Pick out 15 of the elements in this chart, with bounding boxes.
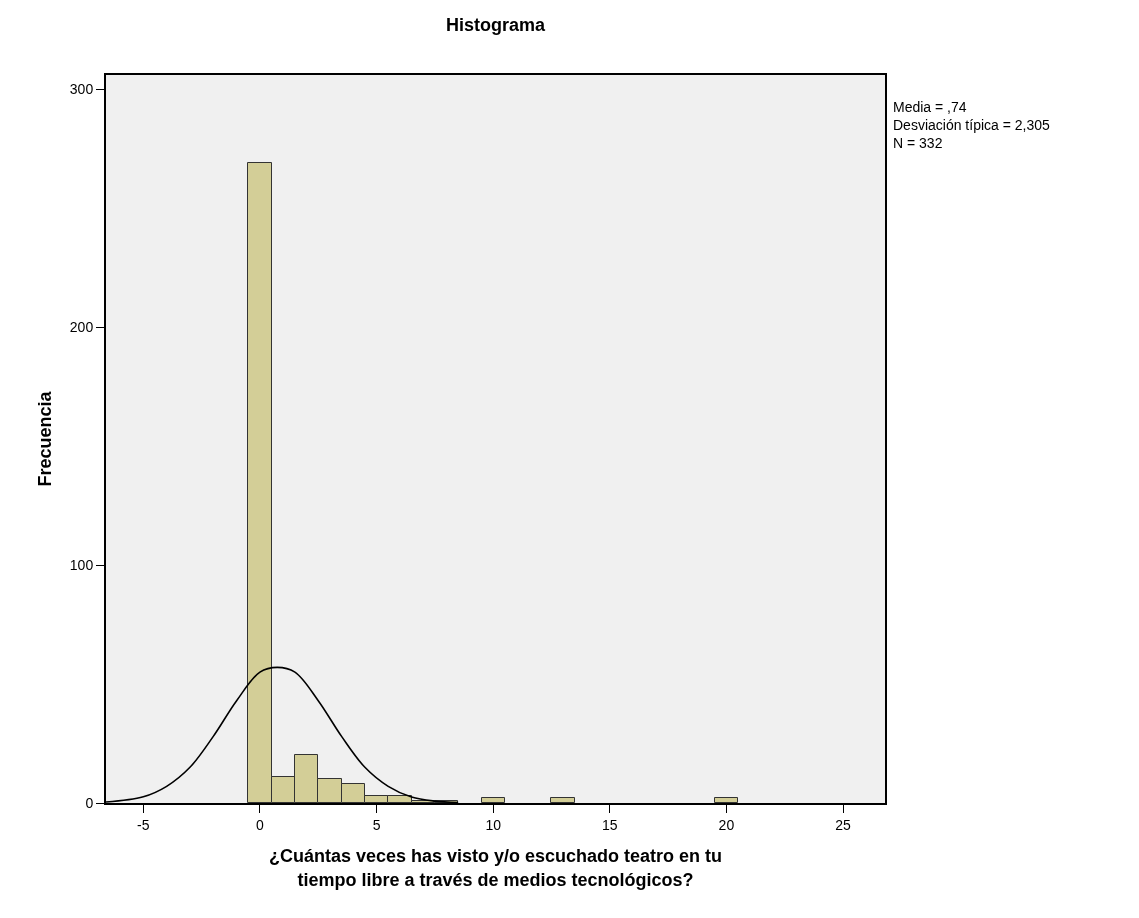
x-tick-label: 25: [835, 816, 852, 833]
y-axis-title: Frecuencia: [34, 390, 55, 487]
x-tick-label: 10: [485, 816, 502, 833]
x-tick-label: 5: [372, 816, 381, 833]
x-axis-title: ¿Cuántas veces has visto y/o escuchado teatro en tu tiempo libre a través de medios tecnológicos?: [268, 846, 723, 890]
y-tick-label: 200: [69, 319, 94, 336]
text: Media = ,74 Desviación típica = 2,305 N = 332: [893, 99, 1051, 152]
chart-title: Histograma: [445, 15, 546, 36]
y-tick-label: 0: [85, 794, 94, 811]
x-tick-label: 20: [718, 816, 735, 833]
x-tick-label: -5: [137, 816, 150, 833]
x-tick-label: 15: [601, 816, 618, 833]
x-tick-label: 0: [256, 816, 265, 833]
y-tick-label: 300: [69, 81, 94, 98]
y-tick-label: 100: [69, 556, 94, 573]
